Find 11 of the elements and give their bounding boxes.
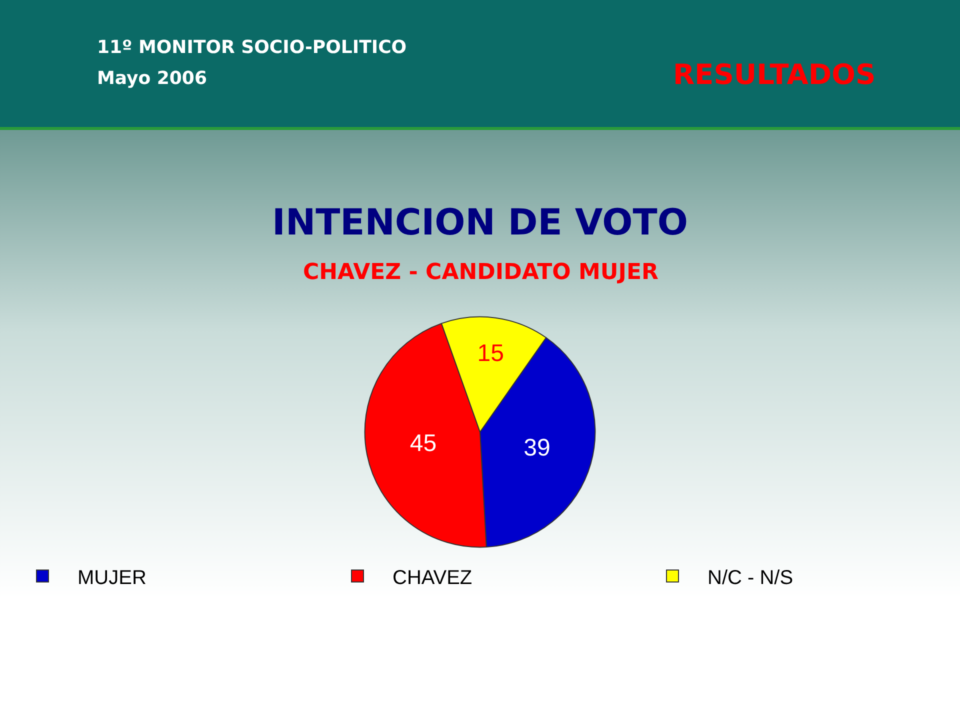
data-label: 45 [410, 430, 437, 457]
legend-label: CHAVEZ [392, 566, 472, 589]
data-label: 39 [524, 434, 550, 462]
text: Mayo 2006 [97, 68, 207, 89]
legend-label: N/C - N/S [708, 566, 794, 589]
chart-title: INTENCION DE VOTO [272, 202, 688, 244]
chart-subtitle: CHAVEZ - CANDIDATO MUJER [303, 260, 658, 285]
data-label: 15 [477, 340, 504, 368]
legend-label: MUJER [78, 566, 146, 589]
text: RESULTADOS [673, 58, 876, 91]
text: 11º MONITOR SOCIO-POLITICO [97, 37, 407, 58]
